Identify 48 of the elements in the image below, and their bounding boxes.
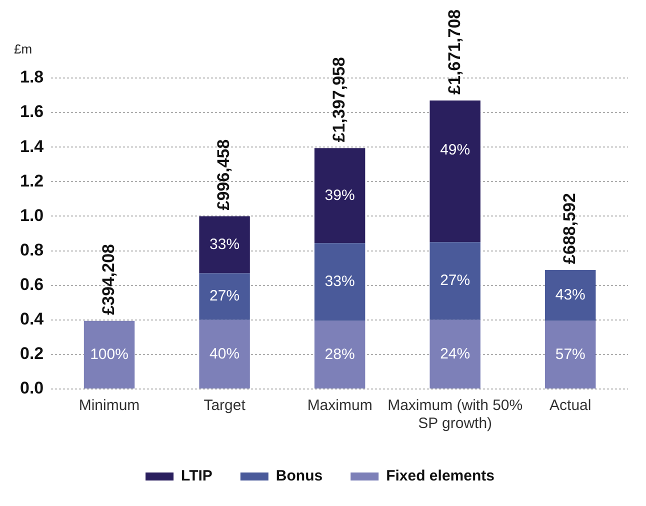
x-tick-label: Maximum [307,397,372,414]
bar [545,320,596,388]
annotation: 28% [324,346,355,364]
y-tick-label: 0.0 [20,378,44,398]
y-tick-label: 0.4 [20,310,44,329]
y-tick-label: 1.6 [20,102,44,122]
annotation: £1,671,708 [444,9,464,94]
y-tick-label: 0.2 [20,344,44,364]
bar [199,320,250,388]
bar [430,320,480,388]
annotation: 33% [324,273,355,290]
bar [314,148,366,244]
annotation: 43% [555,286,586,304]
x-tick-label: Target [204,397,246,414]
bar [199,216,250,274]
legend-label: Bonus [276,468,323,485]
y-tick-label: 1.2 [20,171,44,190]
x-tick-label: Minimum [78,397,140,414]
legend-label: LTIP [181,468,212,485]
x-tick-label: Actual [550,397,592,414]
annotation: 27% [440,272,470,290]
y-tick-label: 1.0 [20,206,44,225]
annotation: 40% [210,346,240,363]
y-tick-label: 0.8 [20,240,44,260]
annotation: 24% [440,346,470,363]
bar [430,100,480,242]
annotation: £394,208 [98,244,118,315]
y-tick-label: 1.8 [20,68,44,87]
annotation: 33% [210,236,240,253]
y-tick-label: 1.4 [20,136,44,156]
bar [314,243,366,321]
annotation: £996,458 [214,139,234,210]
bar [314,320,366,388]
annotation: 57% [555,346,586,364]
annotation: 49% [440,142,470,159]
bar [199,273,250,320]
legend-label: Fixed elements [386,468,494,485]
bar [545,270,596,321]
annotation: £688,592 [560,193,580,264]
bar [430,242,480,320]
annotation: £1,397,958 [330,57,349,142]
annotation: 39% [324,186,355,204]
y-axis-title: £m [14,42,32,57]
y-tick-label: 0.6 [20,275,44,294]
annotation: 27% [210,288,240,305]
x-tick-label: Maximum (with 50% SP growth) [388,397,523,432]
annotation: 100% [90,346,128,364]
bar [84,320,135,388]
